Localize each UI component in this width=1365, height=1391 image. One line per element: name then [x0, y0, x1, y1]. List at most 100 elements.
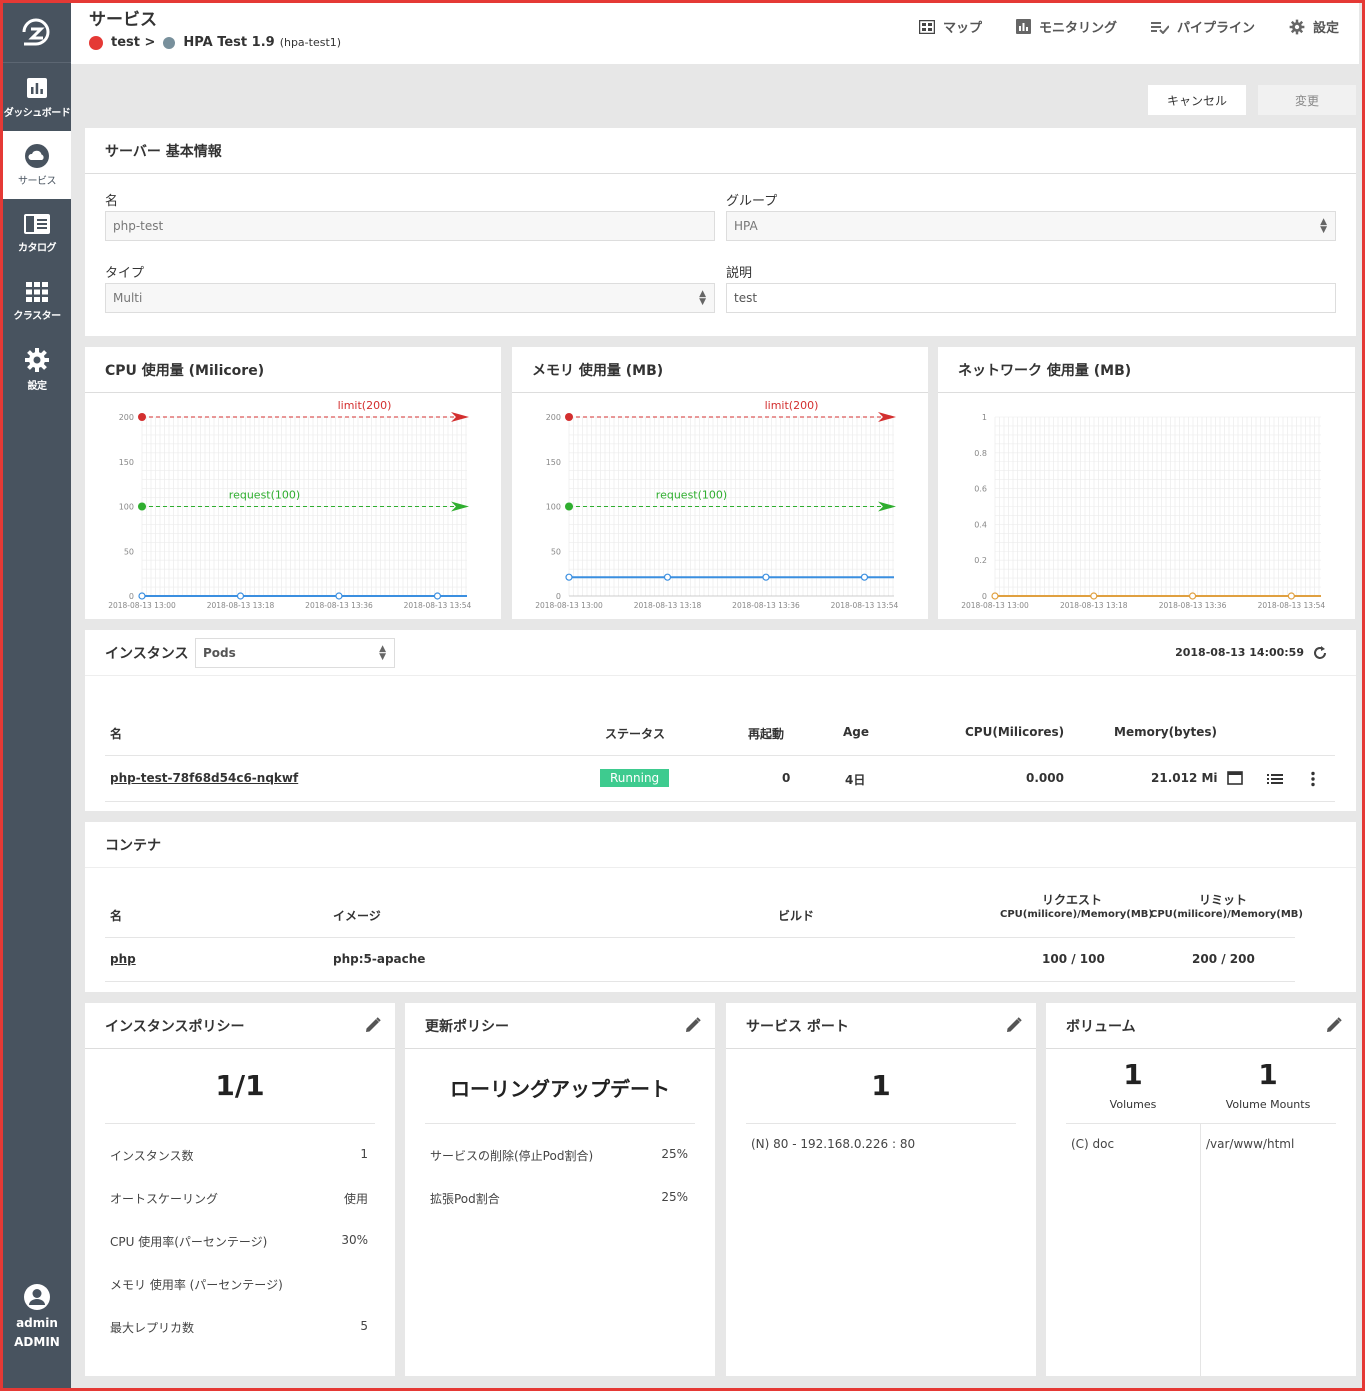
sidebar-item-dashboard[interactable]: ダッシュボード	[3, 63, 71, 131]
cancel-button[interactable]: キャンセル	[1148, 85, 1246, 115]
col-header-name: 名	[110, 727, 123, 741]
data-point	[762, 573, 770, 581]
edit-pencil-icon[interactable]	[1006, 1017, 1022, 1033]
policy-row-value: 5	[360, 1319, 368, 1333]
volumes-label: Volumes	[1109, 1098, 1157, 1111]
policy-row-value: 30%	[341, 1233, 368, 1247]
x-tick-label: 2018-08-13 13:18	[634, 601, 702, 610]
y-tick-label: 1	[982, 413, 987, 422]
instance-policy-big: 1/1	[215, 1069, 265, 1102]
col-header-name: 名	[110, 909, 123, 923]
col-header-limit-sub: CPU(milicore)/Memory(MB)	[1150, 909, 1303, 920]
annotation-start-point	[138, 413, 146, 421]
x-tick-label: 2018-08-13 13:18	[1060, 601, 1128, 610]
container-name-link[interactable]: php	[110, 952, 136, 966]
cpu-chart-panel: CPU 使用量 (Milicore) 0 50 100 150 200 2018-08-1…	[85, 347, 501, 619]
y-tick-label: 150	[546, 458, 561, 467]
col-header-restarts: 再起動	[748, 727, 785, 741]
data-point	[1188, 592, 1197, 600]
sidebar-item-catalog[interactable]: カタログ	[3, 199, 71, 267]
memory-chart-panel: メモリ 使用量 (MB) 0 50 100 150 200 2018-08-13 13:0…	[512, 347, 928, 619]
nav-map[interactable]: マップ	[918, 17, 982, 36]
y-tick-label: 0	[982, 592, 987, 601]
data-point	[236, 592, 245, 600]
instance-age: 4日	[845, 773, 866, 787]
app-logo[interactable]	[3, 3, 71, 63]
basic-info-panel: サーバー 基本情報 名 php-test グループ HPA ▲ ▼ タイプ Mult…	[85, 128, 1356, 336]
catalog-icon	[24, 213, 50, 234]
policy-row-label: 最大レプリカ数	[110, 1321, 195, 1335]
service-icon	[163, 36, 176, 49]
map-icon	[918, 19, 935, 34]
change-button[interactable]: 変更	[1258, 85, 1356, 115]
containers-panel: コンテナ 名 イメージ ビルド リクエスト CPU(milicore)/Memo…	[85, 822, 1356, 992]
divider	[746, 1123, 1016, 1124]
name-field[interactable]: php-test	[105, 211, 715, 241]
edit-pencil-icon[interactable]	[1326, 1017, 1342, 1033]
policy-row-label: インスタンス数	[110, 1149, 194, 1163]
nav-settings[interactable]: 設定	[1289, 17, 1339, 36]
edit-pencil-icon[interactable]	[365, 1017, 381, 1033]
x-tick-label: 2018-08-13 13:36	[1159, 601, 1227, 610]
sidebar-item-service[interactable]: サービス	[3, 131, 71, 199]
console-icon[interactable]	[1227, 771, 1243, 785]
y-tick-label: 200	[119, 413, 134, 422]
breadcrumb-service-id: (hpa-test1)	[279, 36, 342, 49]
y-tick-label: 0.8	[974, 449, 987, 458]
policy-row-value: 使用	[343, 1192, 368, 1206]
container-limit: 200 / 200	[1192, 952, 1255, 966]
annotation-start-point	[565, 502, 573, 511]
policy-row-label: サービスの削除(停止Pod割合)	[430, 1149, 594, 1163]
user-name: admin	[16, 1316, 58, 1330]
data-point	[433, 592, 442, 600]
type-select[interactable]: Multi ▲ ▼	[105, 283, 715, 313]
annotation-start-point	[138, 502, 146, 511]
column-divider	[1200, 1123, 1201, 1376]
sidebar-item-label: サービス	[18, 175, 57, 187]
sidebar-item-label: カタログ	[18, 242, 57, 254]
sidebar: ダッシュボード サービス カタログ クラスター 設定 admin ADMIN	[3, 3, 71, 1388]
x-tick-label: 2018-08-13 13:00	[535, 601, 603, 610]
description-field[interactable]: test	[726, 283, 1336, 313]
network-chart: 0 0.2 0.4 0.6 0.8 1 2018-08-13 13:00 2018-08-13…	[961, 413, 1325, 610]
annotation-arrow	[878, 501, 896, 512]
col-header-memory: Memory(bytes)	[1114, 725, 1217, 739]
divider	[425, 1123, 695, 1124]
instance-memory: 21.012 Mi	[1151, 771, 1218, 785]
chart-grid	[994, 416, 1321, 597]
refresh-icon[interactable]	[1312, 645, 1328, 661]
sidebar-item-settings[interactable]: 設定	[3, 335, 71, 403]
col-header-status: ステータス	[605, 727, 666, 741]
sidebar-item-cluster[interactable]: クラスター	[3, 267, 71, 335]
volume-panel: ボリューム 1 Volumes 1 Volume Mounts (C) doc …	[1046, 1003, 1356, 1376]
annotation-arrow	[451, 412, 469, 422]
nav-monitoring[interactable]: モニタリング	[1015, 17, 1117, 36]
breadcrumb-service: HPA Test 1.9	[183, 35, 275, 50]
y-tick-label: 0	[129, 592, 134, 601]
volumes-count: 1	[1123, 1058, 1143, 1091]
instance-name-link[interactable]: php-test-78f68d54c6-nqkwf	[110, 771, 299, 785]
policy-row-label: CPU 使用率(パーセンテージ)	[110, 1235, 268, 1249]
annotation-label: limit(200)	[765, 399, 819, 412]
more-vert-icon[interactable]	[1310, 771, 1316, 787]
user-menu[interactable]: admin ADMIN	[3, 1283, 71, 1352]
nav-pipeline[interactable]: パイプライン	[1150, 17, 1255, 36]
memory-chart: 0 50 100 150 200 2018-08-13 13:00 2018-08-13 1…	[535, 399, 899, 610]
data-point	[138, 592, 146, 600]
select-arrows-icon: ▲ ▼	[699, 289, 706, 307]
header-nav: マップ モニタリング パイプライン 設定	[918, 17, 1339, 36]
breadcrumb-project[interactable]: test >	[111, 35, 156, 50]
service-port-entry: (N) 80 - 192.168.0.226 : 80	[751, 1137, 916, 1151]
divider	[105, 1123, 375, 1124]
gear-icon	[25, 347, 49, 372]
x-tick-label: 2018-08-13 13:54	[831, 601, 899, 610]
group-select[interactable]: HPA ▲ ▼	[726, 211, 1336, 241]
log-list-icon[interactable]	[1267, 773, 1283, 785]
instances-type-select[interactable]: Pods ▲ ▼	[195, 638, 395, 668]
x-tick-label: 2018-08-13 13:36	[305, 601, 373, 610]
pipeline-icon	[1150, 21, 1169, 34]
volume-title: ボリューム	[1046, 1003, 1356, 1049]
logo-icon	[22, 18, 50, 45]
instance-restarts: 0	[782, 771, 791, 785]
edit-pencil-icon[interactable]	[685, 1017, 701, 1033]
